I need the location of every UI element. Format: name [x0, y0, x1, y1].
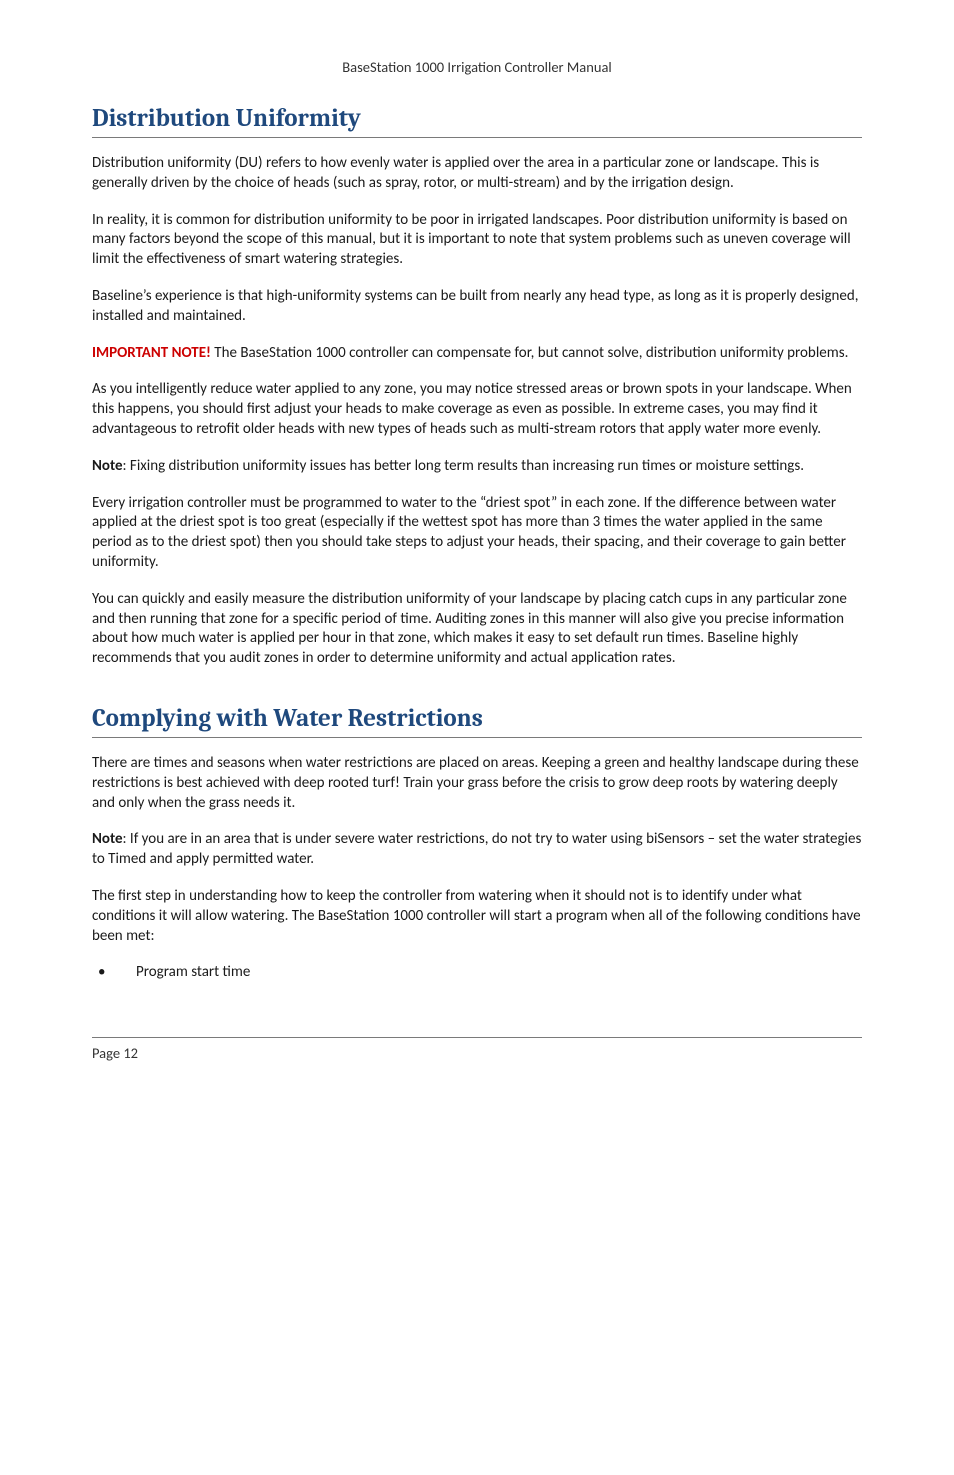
- important-note-label: IMPORTANT NOTE!: [92, 344, 211, 362]
- running-header: BaseStation 1000 Irrigation Controller M…: [92, 58, 862, 76]
- note-label: Note: [92, 830, 123, 848]
- body-paragraph: In reality, it is common for distributio…: [92, 211, 862, 270]
- body-paragraph: Baseline’s experience is that high-unifo…: [92, 287, 862, 327]
- body-paragraph: As you intelligently reduce water applie…: [92, 380, 862, 439]
- body-paragraph: Distribution uniformity (DU) refers to h…: [92, 154, 862, 194]
- note-paragraph: Note: If you are in an area that is unde…: [92, 830, 862, 870]
- body-paragraph: Every irrigation controller must be prog…: [92, 494, 862, 573]
- note-text: : If you are in an area that is under se…: [92, 830, 861, 868]
- list-item: Program start time: [92, 963, 862, 983]
- body-paragraph: The first step in understanding how to k…: [92, 887, 862, 946]
- body-paragraph: You can quickly and easily measure the d…: [92, 590, 862, 669]
- footer-rule: [92, 1037, 862, 1038]
- important-note-text: The BaseStation 1000 controller can comp…: [211, 344, 848, 362]
- section-title-complying-water-restrictions: Complying with Water Restrictions: [92, 704, 862, 733]
- section-rule: [92, 737, 862, 738]
- body-paragraph: There are times and seasons when water r…: [92, 754, 862, 813]
- note-text: : Fixing distribution uniformity issues …: [123, 457, 804, 475]
- page-number: Page 12: [92, 1044, 862, 1062]
- note-label: Note: [92, 457, 123, 475]
- note-paragraph: Note: Fixing distribution uniformity iss…: [92, 457, 862, 477]
- section-title-distribution-uniformity: Distribution Uniformity: [92, 104, 862, 133]
- bullet-list: Program start time: [92, 963, 862, 983]
- section-rule: [92, 137, 862, 138]
- important-note-paragraph: IMPORTANT NOTE! The BaseStation 1000 con…: [92, 344, 862, 364]
